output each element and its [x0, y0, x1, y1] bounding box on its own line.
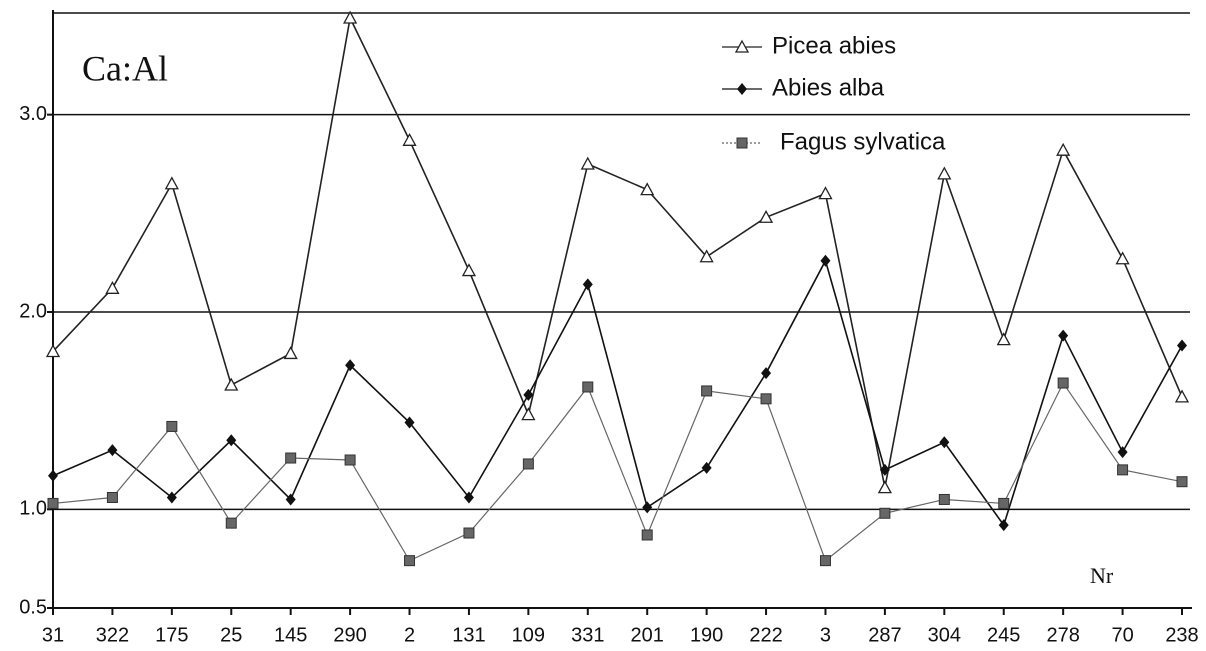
data-point [819, 555, 831, 567]
data-point [344, 454, 356, 466]
x-tick-label: 145 [274, 624, 307, 646]
data-point [996, 332, 1011, 346]
x-tick-label: 238 [1165, 624, 1198, 646]
legend-marker [737, 83, 747, 95]
x-tick-label: 290 [333, 624, 366, 646]
data-point [345, 359, 356, 372]
data-point [580, 156, 595, 170]
y-tick-label: 3.0 [19, 103, 47, 125]
series-line [52, 15, 1183, 488]
data-point [998, 497, 1010, 509]
y-tick-label: 0.5 [19, 596, 47, 618]
x-tick-label: 190 [690, 624, 723, 646]
x-tick-label: 304 [928, 624, 961, 646]
data-point [820, 254, 831, 267]
data-point [761, 367, 772, 380]
data-point [106, 491, 118, 503]
series-line [52, 381, 1183, 562]
x-tick-label: 175 [155, 624, 188, 646]
x-tick-label: 331 [571, 624, 604, 646]
x-tick-label: 2 [404, 624, 415, 646]
x-tick-label: 3 [820, 624, 831, 646]
data-point [522, 458, 534, 470]
data-point [640, 182, 655, 196]
legend-marker [734, 39, 750, 53]
data-point [283, 346, 298, 360]
data-point [404, 555, 416, 567]
data-point [285, 493, 296, 506]
data-point [1056, 142, 1071, 156]
data-point [463, 527, 475, 539]
data-point [285, 452, 297, 464]
data-point [1058, 329, 1069, 342]
data-point [818, 186, 833, 200]
data-point [1177, 339, 1187, 352]
data-point [582, 278, 593, 291]
data-point [877, 480, 892, 494]
data-point [582, 381, 594, 393]
data-point [1117, 446, 1128, 459]
data-point [404, 416, 415, 429]
x-tick-label: 322 [96, 624, 129, 646]
data-point [45, 344, 61, 358]
data-point [701, 461, 712, 474]
data-point [760, 393, 772, 405]
legend-label: Abies alba [772, 74, 885, 101]
data-point [224, 377, 239, 391]
data-point [998, 519, 1009, 532]
data-point [107, 444, 118, 457]
y-tick-label: 2.0 [19, 300, 47, 322]
x-tick-label: 70 [1111, 624, 1133, 646]
data-point [343, 10, 358, 24]
data-point [937, 166, 952, 180]
legend-label: Picea abies [772, 32, 896, 59]
data-point [402, 132, 417, 146]
data-point [1057, 377, 1069, 389]
data-point [701, 385, 713, 397]
data-point [166, 420, 178, 432]
data-point [521, 407, 536, 421]
series-line [52, 258, 1183, 527]
data-point [166, 491, 177, 504]
data-point [1117, 464, 1129, 476]
data-point [226, 434, 237, 447]
data-point [1115, 251, 1130, 265]
data-point [461, 263, 477, 277]
legend-label: Fagus sylvatica [780, 128, 946, 155]
x-tick-label: 31 [42, 624, 64, 646]
x-tick-label: 201 [631, 624, 664, 646]
data-point [879, 463, 890, 476]
data-point [938, 493, 950, 505]
data-point [47, 497, 59, 509]
data-point [105, 280, 120, 294]
x-tick-label: 109 [512, 624, 545, 646]
x-tick-label: 222 [749, 624, 782, 646]
data-point [225, 517, 237, 529]
data-point [939, 436, 950, 449]
data-point [523, 388, 534, 401]
y-tick-label: 1.0 [19, 498, 47, 520]
data-point [879, 507, 891, 519]
data-point [463, 491, 474, 504]
x-tick-label: 245 [987, 624, 1020, 646]
legend-marker [736, 137, 748, 149]
data-point [164, 176, 179, 190]
data-point [699, 249, 714, 263]
x-tick-label: 287 [868, 624, 901, 646]
chart-annotation: Ca:Al [82, 48, 168, 88]
data-point [641, 529, 653, 541]
x-tick-label: 25 [220, 624, 242, 646]
x-tick-label: 131 [452, 624, 485, 646]
x-tick-label: 278 [1046, 624, 1079, 646]
data-point [642, 501, 653, 514]
data-point [1176, 476, 1188, 488]
data-point [48, 469, 58, 482]
data-point [758, 209, 774, 223]
x-axis-label: Nr [1090, 563, 1114, 588]
data-point [1174, 389, 1190, 403]
